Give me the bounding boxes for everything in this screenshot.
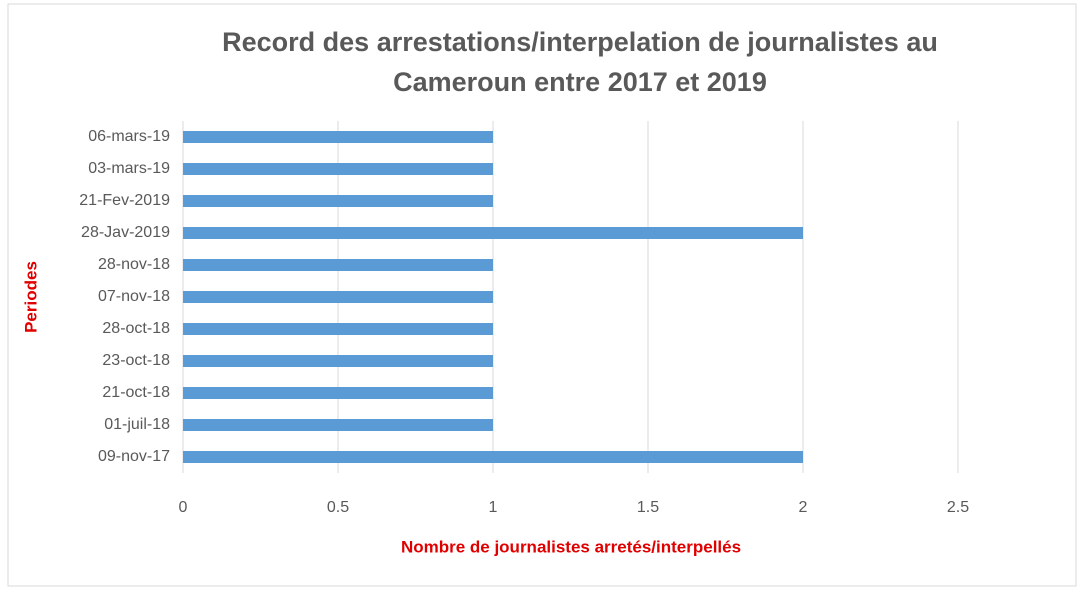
- x-tick-label: 2: [799, 499, 808, 516]
- chart-border: [7, 3, 1077, 587]
- bar: [183, 419, 493, 431]
- y-tick-label: 03-mars-19: [88, 160, 170, 177]
- bar: [183, 227, 803, 239]
- y-tick-label: 28-nov-18: [98, 256, 170, 273]
- bar: [183, 355, 493, 367]
- y-tick-label: 21-Fev-2019: [79, 192, 170, 209]
- bar: [183, 323, 493, 335]
- bar: [183, 131, 493, 143]
- x-tick-label: 0.5: [327, 499, 349, 516]
- bar: [183, 259, 493, 271]
- y-tick-label: 28-Jav-2019: [81, 224, 170, 241]
- x-tick-label: 1: [489, 499, 498, 516]
- bar: [183, 195, 493, 207]
- y-tick-label: 09-nov-17: [98, 448, 170, 465]
- y-tick-label: 06-mars-19: [88, 128, 170, 145]
- x-tick-label: 1.5: [637, 499, 659, 516]
- bar: [183, 163, 493, 175]
- y-tick-label: 07-nov-18: [98, 288, 170, 305]
- chart-title: Record des arrestations/interpelation de…: [222, 27, 938, 97]
- y-tick-label: 01-juil-18: [104, 416, 170, 433]
- y-tick-label: 28-oct-18: [102, 320, 170, 337]
- y-axis-title: Periodes: [21, 261, 40, 333]
- bar: [183, 387, 493, 399]
- y-tick-label: 21-oct-18: [102, 384, 170, 401]
- x-axis-title: Nombre de journalistes arretés/interpell…: [401, 537, 741, 556]
- y-tick-label: 23-oct-18: [102, 352, 170, 369]
- bar: [183, 291, 493, 303]
- x-tick-label: 2.5: [947, 499, 969, 516]
- bar: [183, 451, 803, 463]
- x-tick-label: 0: [179, 499, 188, 516]
